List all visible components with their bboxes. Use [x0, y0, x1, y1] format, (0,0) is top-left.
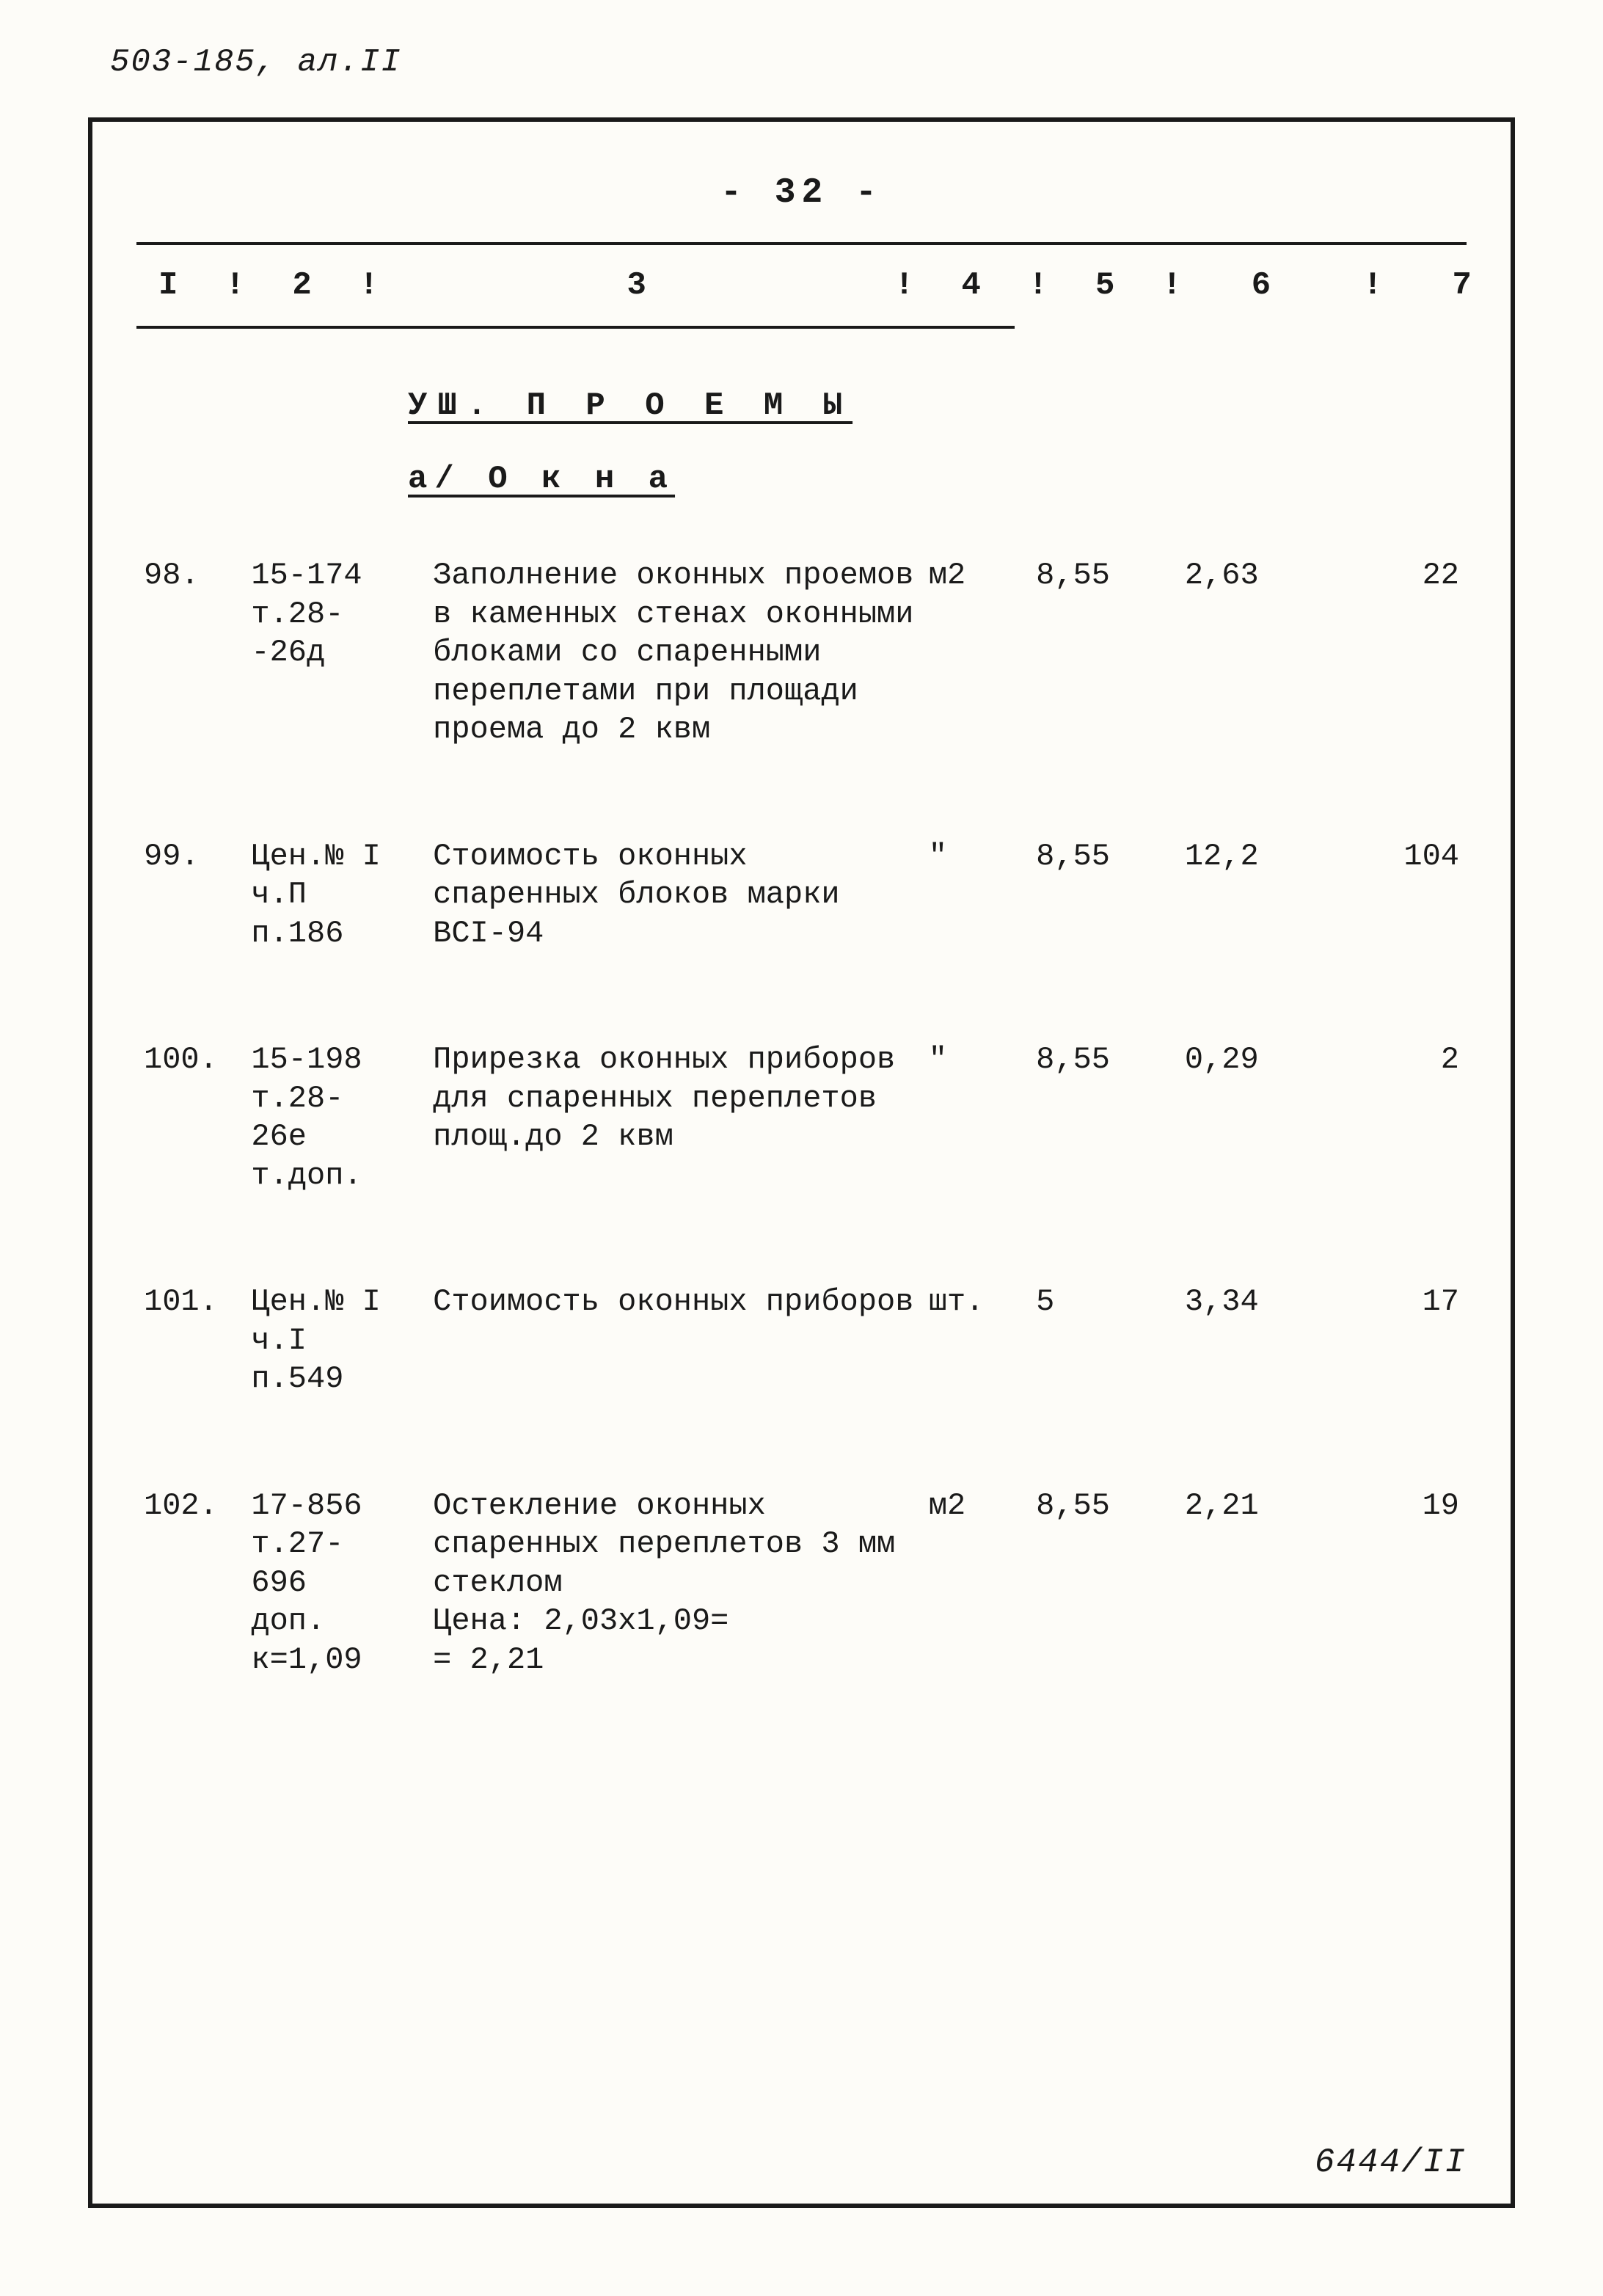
cell-num: 98. — [136, 556, 244, 837]
subsection-title: а/ О к н а — [408, 461, 1467, 498]
cell-total: 19 — [1343, 1487, 1467, 1768]
footer-id: 6444/II — [1315, 2143, 1467, 2182]
cell-unit: " — [921, 837, 1029, 1041]
cell-qty: 8,55 — [1029, 556, 1177, 837]
page-number: - 32 - — [136, 173, 1467, 213]
cell-desc: Заполнение оконных проемов в каменных ст… — [426, 556, 921, 837]
table-row: 101. Цен.№ I ч.I п.549 Стоимость оконных… — [136, 1283, 1467, 1487]
document-body: - 32 - I ! 2 ! 3 ! 4 ! 5 ! 6 ! 7 УШ. П Р… — [92, 122, 1511, 2204]
table-row: 102. 17-856 т.27- 696 доп. к=1,09 Остекл… — [136, 1487, 1467, 1768]
cell-desc: Остекление оконных спаренных переплетов … — [426, 1487, 921, 1768]
column-header-row: I ! 2 ! 3 ! 4 ! 5 ! 6 ! 7 — [136, 267, 1467, 304]
table-row: 99. Цен.№ I ч.П п.186 Стоимость оконных … — [136, 837, 1467, 1041]
data-table-body: 98. 15-174 т.28- -26д Заполнение оконных… — [136, 556, 1467, 1767]
table-row: 100. 15-198 т.28- 26е т.доп. Прирезка ок… — [136, 1041, 1467, 1283]
cell-unit: м2 — [921, 556, 1029, 837]
cell-total: 104 — [1343, 837, 1467, 1041]
cell-price: 3,34 — [1177, 1283, 1343, 1487]
cell-price: 0,29 — [1177, 1041, 1343, 1283]
cell-unit: " — [921, 1041, 1029, 1283]
cell-total: 2 — [1343, 1041, 1467, 1283]
cell-qty: 8,55 — [1029, 1041, 1177, 1283]
cell-code: 17-856 т.27- 696 доп. к=1,09 — [244, 1487, 426, 1768]
cell-num: 102. — [136, 1487, 244, 1768]
cell-qty: 5 — [1029, 1283, 1177, 1487]
cell-num: 101. — [136, 1283, 244, 1487]
cell-qty: 8,55 — [1029, 1487, 1177, 1768]
rule-top — [136, 242, 1467, 245]
cell-num: 99. — [136, 837, 244, 1041]
cell-desc: Стоимость оконных приборов — [426, 1283, 921, 1487]
cell-code: 15-174 т.28- -26д — [244, 556, 426, 837]
header-note: 503-185, ал.II — [110, 44, 402, 81]
cell-price: 2,63 — [1177, 556, 1343, 837]
cell-total: 17 — [1343, 1283, 1467, 1487]
cell-price: 12,2 — [1177, 837, 1343, 1041]
section-title: УШ. П Р О Е М Ы — [408, 387, 1467, 424]
table-row: 98. 15-174 т.28- -26д Заполнение оконных… — [136, 556, 1467, 837]
cell-code: Цен.№ I ч.П п.186 — [244, 837, 426, 1041]
cell-total: 22 — [1343, 556, 1467, 837]
data-table: 98. 15-174 т.28- -26д Заполнение оконных… — [136, 556, 1467, 1767]
cell-price: 2,21 — [1177, 1487, 1343, 1768]
page: 503-185, ал.II - 32 - I ! 2 ! 3 ! 4 ! 5 … — [0, 0, 1603, 2296]
cell-num: 100. — [136, 1041, 244, 1283]
cell-qty: 8,55 — [1029, 837, 1177, 1041]
cell-desc: Прирезка оконных приборов для спаренных … — [426, 1041, 921, 1283]
column-header-text: I ! 2 ! 3 ! 4 ! 5 ! 6 ! 7 — [158, 267, 1475, 304]
cell-code: 15-198 т.28- 26е т.доп. — [244, 1041, 426, 1283]
cell-desc: Стоимость оконных спаренных блоков марки… — [426, 837, 921, 1041]
document-frame: - 32 - I ! 2 ! 3 ! 4 ! 5 ! 6 ! 7 УШ. П Р… — [88, 117, 1515, 2208]
cell-unit: м2 — [921, 1487, 1029, 1768]
cell-code: Цен.№ I ч.I п.549 — [244, 1283, 426, 1487]
cell-unit: шт. — [921, 1283, 1029, 1487]
rule-under-header — [136, 326, 1015, 329]
